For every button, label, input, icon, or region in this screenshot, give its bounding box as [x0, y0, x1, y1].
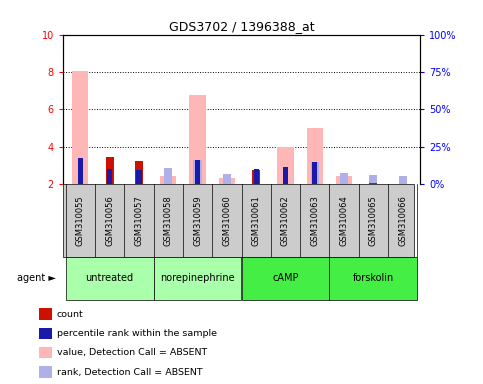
- Text: GSM310062: GSM310062: [281, 195, 290, 246]
- Title: GDS3702 / 1396388_at: GDS3702 / 1396388_at: [169, 20, 314, 33]
- Bar: [39, 347, 52, 358]
- Bar: [194, 160, 202, 184]
- Bar: [277, 147, 294, 184]
- Bar: [219, 178, 235, 184]
- Text: value, Detection Call = ABSENT: value, Detection Call = ABSENT: [57, 348, 207, 357]
- Bar: [39, 308, 52, 319]
- Bar: [307, 128, 323, 184]
- Text: norepinephrine: norepinephrine: [160, 273, 235, 283]
- Text: percentile rank within the sample: percentile rank within the sample: [57, 329, 217, 338]
- Bar: [39, 328, 52, 339]
- Text: rank, Detection Call = ABSENT: rank, Detection Call = ABSENT: [57, 367, 203, 377]
- Bar: [136, 170, 142, 184]
- Bar: [312, 162, 317, 184]
- Text: cAMP: cAMP: [272, 273, 298, 283]
- Text: GSM310059: GSM310059: [193, 195, 202, 246]
- Text: GSM310061: GSM310061: [252, 195, 261, 246]
- Bar: [189, 95, 206, 184]
- Bar: [369, 175, 377, 184]
- Text: GSM310066: GSM310066: [398, 195, 407, 246]
- Bar: [39, 366, 52, 378]
- Text: GSM310060: GSM310060: [222, 195, 231, 246]
- Text: untreated: untreated: [85, 273, 134, 283]
- Bar: [195, 160, 200, 184]
- Bar: [72, 71, 88, 184]
- Text: GSM310058: GSM310058: [164, 195, 173, 246]
- Bar: [160, 176, 176, 184]
- Text: GSM310065: GSM310065: [369, 195, 378, 246]
- Bar: [252, 170, 260, 184]
- Bar: [283, 167, 288, 184]
- Bar: [164, 169, 172, 184]
- Text: agent ►: agent ►: [17, 273, 56, 283]
- Bar: [340, 173, 348, 184]
- Bar: [106, 157, 114, 184]
- Bar: [242, 257, 329, 300]
- Bar: [223, 174, 231, 184]
- Text: GSM310056: GSM310056: [105, 195, 114, 246]
- Bar: [78, 158, 83, 184]
- Bar: [336, 176, 352, 184]
- Text: GSM310057: GSM310057: [134, 195, 143, 246]
- Bar: [107, 169, 113, 184]
- Bar: [154, 257, 242, 300]
- Text: count: count: [57, 310, 84, 319]
- Bar: [135, 161, 143, 184]
- Text: GSM310063: GSM310063: [310, 195, 319, 246]
- Text: GSM310055: GSM310055: [76, 195, 85, 246]
- Text: forskolin: forskolin: [353, 273, 394, 283]
- Bar: [398, 176, 407, 184]
- Text: GSM310064: GSM310064: [340, 195, 349, 246]
- Bar: [311, 162, 319, 184]
- Bar: [254, 169, 259, 184]
- Bar: [329, 257, 417, 300]
- Bar: [66, 257, 154, 300]
